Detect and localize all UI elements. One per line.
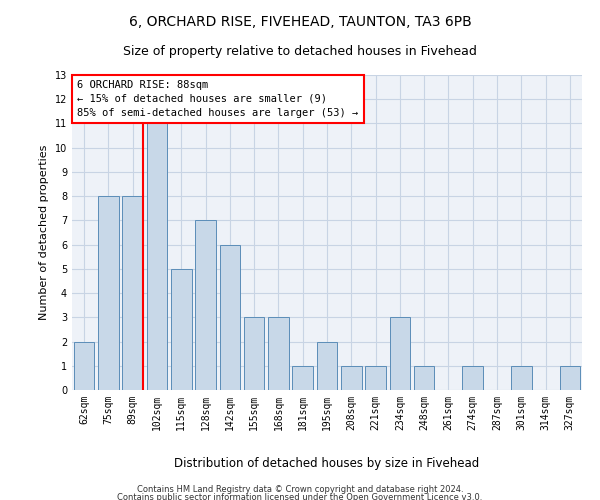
Bar (268, 318, 289, 390)
Bar (560, 366, 580, 390)
Bar (98, 196, 119, 390)
Bar (365, 366, 386, 390)
Bar (511, 366, 532, 390)
Text: Size of property relative to detached houses in Fivehead: Size of property relative to detached ho… (123, 45, 477, 58)
Text: Distribution of detached houses by size in Fivehead: Distribution of detached houses by size … (175, 458, 479, 470)
Bar (292, 366, 313, 390)
Bar (244, 318, 265, 390)
Bar (122, 196, 143, 390)
Bar (74, 342, 94, 390)
Bar (146, 124, 167, 390)
Bar (389, 318, 410, 390)
Bar (171, 269, 191, 390)
Bar (463, 366, 483, 390)
Y-axis label: Number of detached properties: Number of detached properties (39, 145, 49, 320)
Bar (414, 366, 434, 390)
Text: 6 ORCHARD RISE: 88sqm
← 15% of detached houses are smaller (9)
85% of semi-detac: 6 ORCHARD RISE: 88sqm ← 15% of detached … (77, 80, 358, 118)
Bar (195, 220, 216, 390)
Text: Contains public sector information licensed under the Open Government Licence v3: Contains public sector information licen… (118, 492, 482, 500)
Text: Contains HM Land Registry data © Crown copyright and database right 2024.: Contains HM Land Registry data © Crown c… (137, 485, 463, 494)
Bar (220, 244, 240, 390)
Bar (341, 366, 362, 390)
Text: 6, ORCHARD RISE, FIVEHEAD, TAUNTON, TA3 6PB: 6, ORCHARD RISE, FIVEHEAD, TAUNTON, TA3 … (128, 15, 472, 29)
Bar (317, 342, 337, 390)
